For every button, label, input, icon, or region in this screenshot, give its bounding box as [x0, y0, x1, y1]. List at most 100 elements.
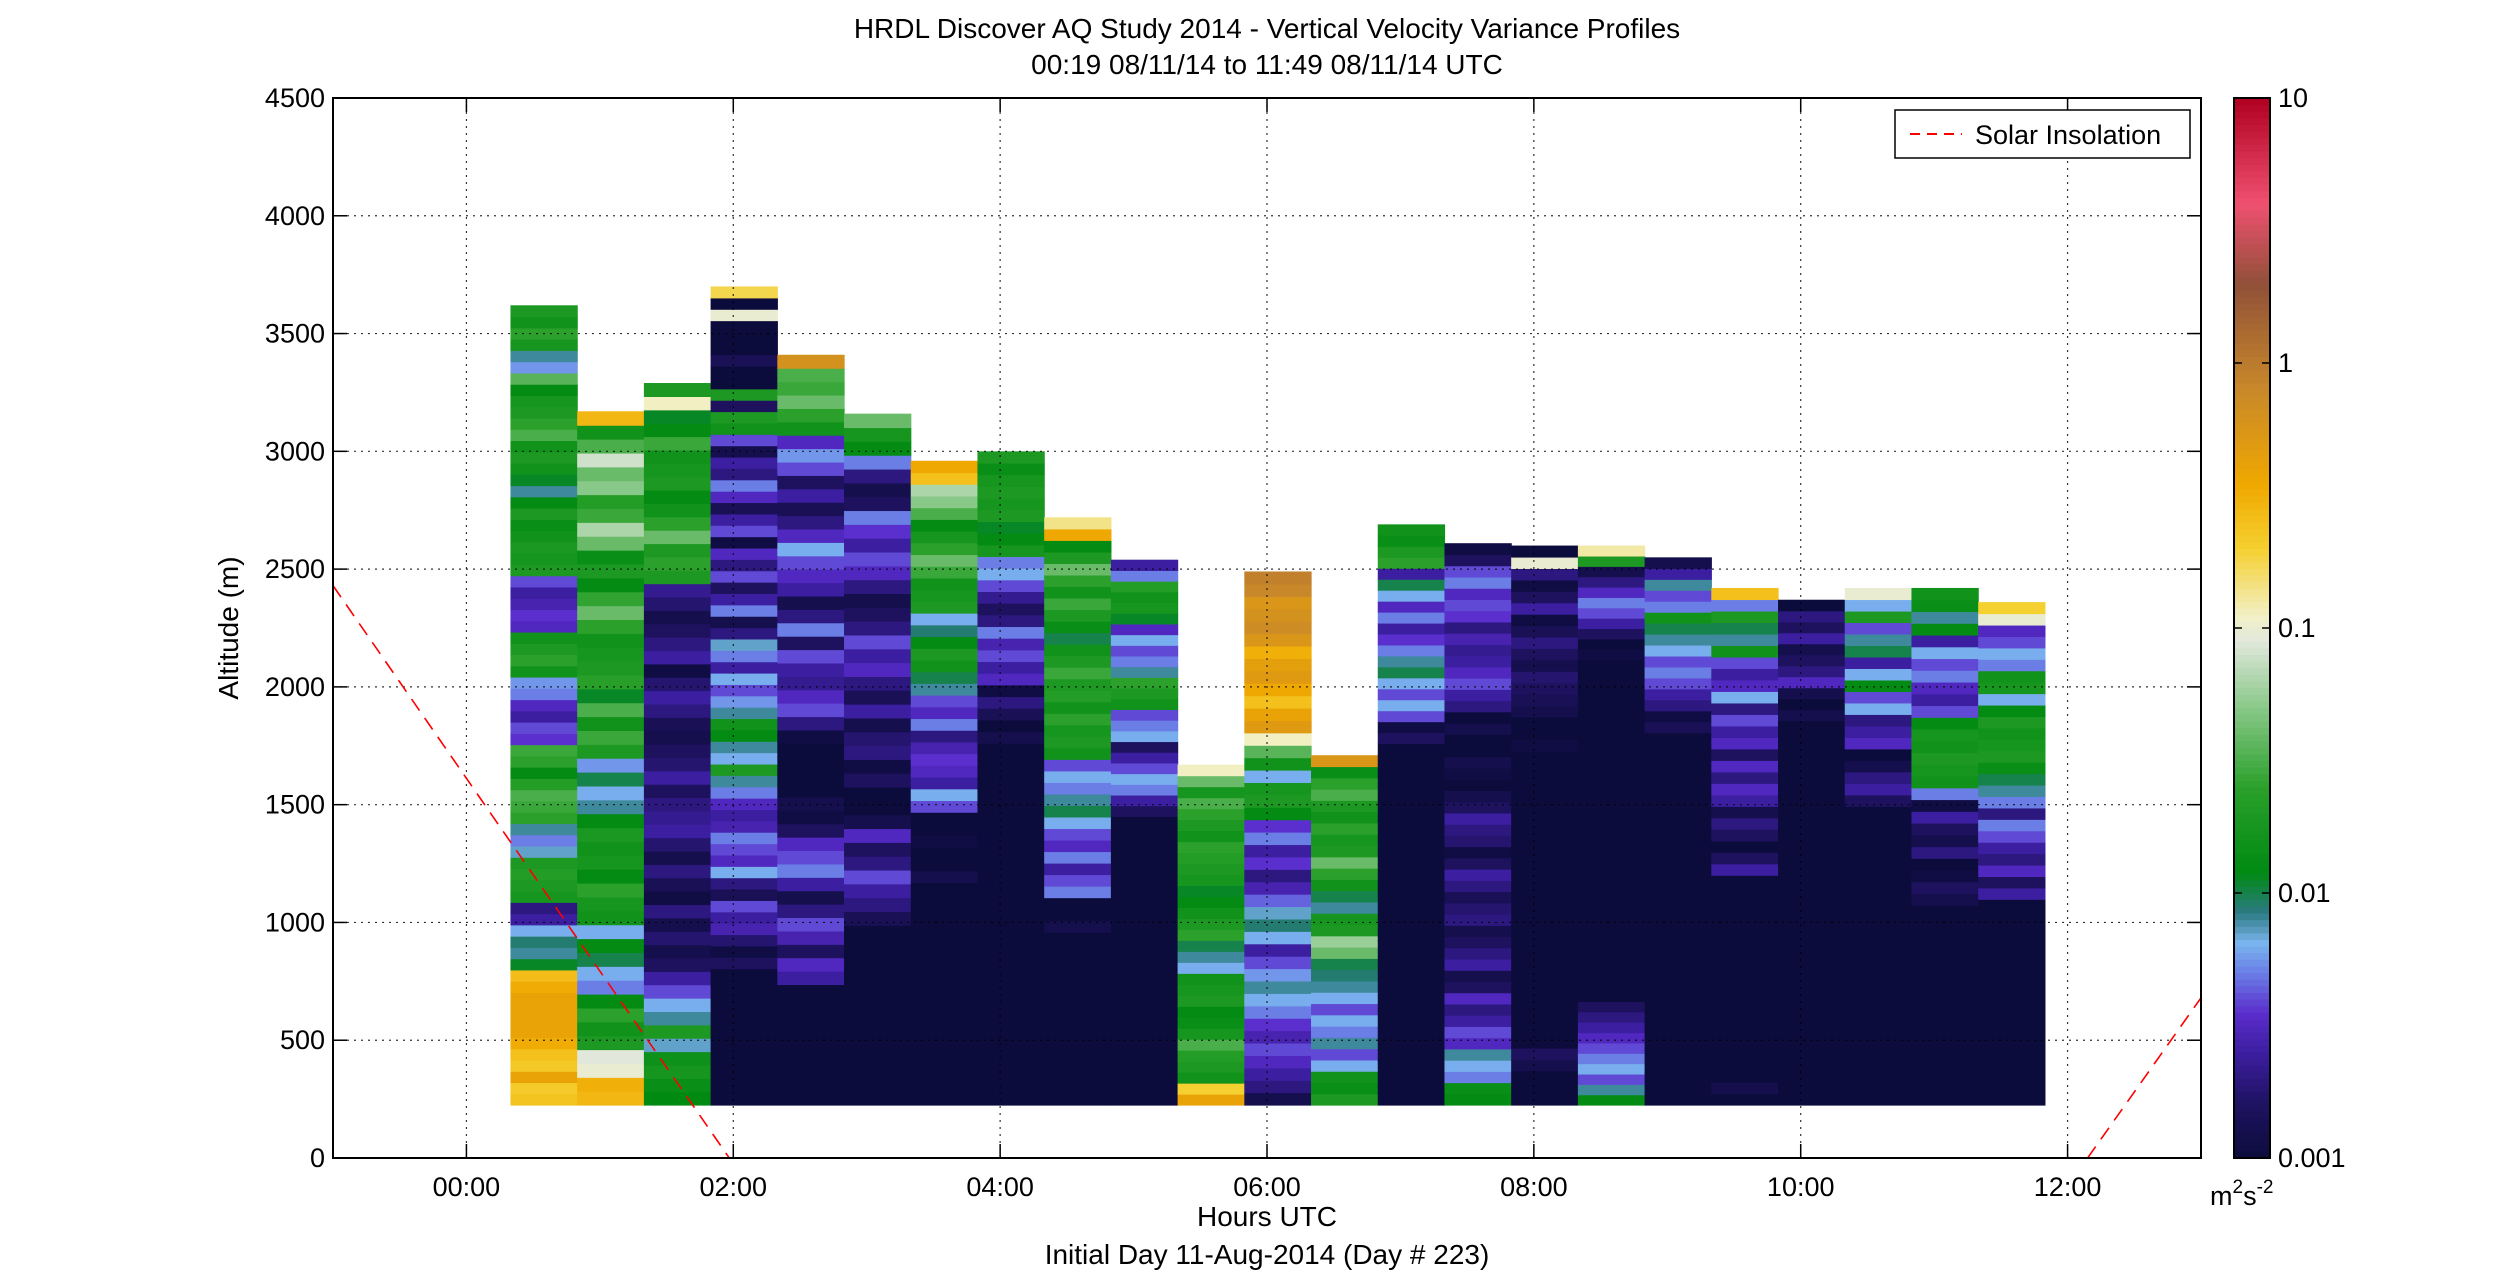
profile-cell [1511, 739, 1579, 752]
profile-cell [1711, 656, 1779, 669]
profile-cell [1978, 1070, 2046, 1083]
profile-cell [1511, 568, 1579, 581]
profile-column [643, 383, 712, 1106]
profile-cell [1577, 576, 1646, 588]
profile-cell [1511, 796, 1579, 809]
profile-cell [1844, 829, 1913, 842]
colorbar-band [2234, 773, 2270, 781]
profile-cell [977, 848, 1045, 861]
profile-cell [1377, 524, 1446, 536]
profile-cell [1444, 756, 1512, 769]
profile-cell [1644, 929, 1712, 942]
profile-cell [844, 441, 912, 456]
profile-cell [777, 837, 845, 852]
profile-cell [577, 744, 645, 759]
profile-cell [777, 622, 845, 637]
profile-cell [1978, 944, 2046, 958]
profile-cell [510, 936, 578, 948]
colorbar-band [2234, 263, 2270, 271]
profile-cell [510, 440, 578, 453]
colorbar-band [2234, 647, 2270, 656]
profile-cell [1711, 587, 1779, 601]
colorbar-band [2234, 237, 2270, 245]
profile-cell [910, 753, 979, 766]
profile-cell [710, 672, 778, 685]
profile-cell [910, 542, 979, 556]
profile-cell [1511, 1093, 1579, 1106]
profile-cell [1978, 773, 2046, 786]
profile-cell [977, 813, 1045, 826]
profile-cell [1844, 587, 1913, 601]
solar-insolation-line [2086, 997, 2201, 1158]
colorbar-band [2234, 535, 2270, 543]
y-tick-label: 3000 [265, 436, 325, 466]
profile-cell [844, 939, 912, 954]
colorbar-band [2234, 382, 2270, 391]
profile-cell [1711, 645, 1779, 658]
profile-cell [1110, 623, 1179, 636]
profile-cell [577, 633, 645, 648]
profile-cell [1044, 989, 1112, 1002]
colorbar-band [2234, 250, 2270, 258]
profile-cell [1644, 896, 1712, 909]
profile-cell [910, 695, 979, 708]
profile-cell [510, 834, 578, 847]
profile-cell [1511, 1025, 1579, 1038]
profile-cell [1244, 844, 1312, 858]
profile-cell [1110, 859, 1179, 871]
profile-cell [1711, 610, 1779, 624]
colorbar-band [2234, 442, 2270, 450]
profile-cell [1511, 842, 1579, 855]
profile-column [1644, 557, 1712, 1106]
profile-column [710, 286, 778, 1106]
profile-cell [1511, 751, 1579, 764]
profile-cell [777, 1091, 845, 1106]
profile-cell [1177, 929, 1245, 941]
x-axis-sublabel: Initial Day 11-Aug-2014 (Day # 223) [1045, 1239, 1490, 1270]
profile-column [777, 354, 845, 1106]
profile-cell [1778, 742, 1846, 755]
profile-cell [643, 423, 712, 438]
profile-cell [1978, 990, 2046, 1003]
profile-cell [1110, 602, 1179, 614]
profile-cell [1577, 1032, 1646, 1044]
profile-cell [1377, 853, 1446, 865]
profile-cell [1177, 841, 1245, 854]
profile-cell [1511, 945, 1579, 958]
profile-cell [1978, 693, 2046, 706]
y-tick-label: 4000 [265, 201, 325, 231]
profile-cell [1978, 979, 2046, 992]
profile-cell [1511, 967, 1579, 981]
profile-cell [1911, 1058, 1979, 1071]
profile-cell [1311, 755, 1379, 768]
profile-cell [777, 662, 845, 677]
x-tick-label: 10:00 [1767, 1172, 1835, 1202]
profile-cell [1711, 852, 1779, 865]
profile-cell [1778, 687, 1846, 700]
profile-cell [1644, 809, 1712, 821]
profile-cell [1377, 677, 1446, 690]
profile-cell [643, 730, 712, 745]
profile-cell [977, 626, 1045, 639]
profile-cell [1978, 853, 2046, 866]
profile-cell [710, 536, 778, 549]
colorbar-band [2234, 906, 2270, 914]
profile-cell [1778, 1094, 1846, 1106]
colorbar-band [2234, 667, 2270, 675]
profile-cell [1377, 1017, 1446, 1029]
profile-cell [1377, 1094, 1446, 1106]
profile-column [1311, 755, 1379, 1106]
profile-cell [1377, 1028, 1446, 1040]
profile-cell [777, 528, 845, 543]
profile-cell [777, 609, 845, 624]
profile-cell [1778, 973, 1846, 985]
profile-cell [1511, 556, 1579, 569]
profile-cell [1911, 893, 1979, 906]
profile-cell [1311, 924, 1379, 937]
profile-cell [1110, 869, 1179, 882]
profile-cell [1044, 632, 1112, 645]
profile-cell [1577, 908, 1646, 920]
profile-cell [777, 368, 845, 383]
profile-cell [777, 850, 845, 865]
grid-layer [333, 98, 2201, 1158]
